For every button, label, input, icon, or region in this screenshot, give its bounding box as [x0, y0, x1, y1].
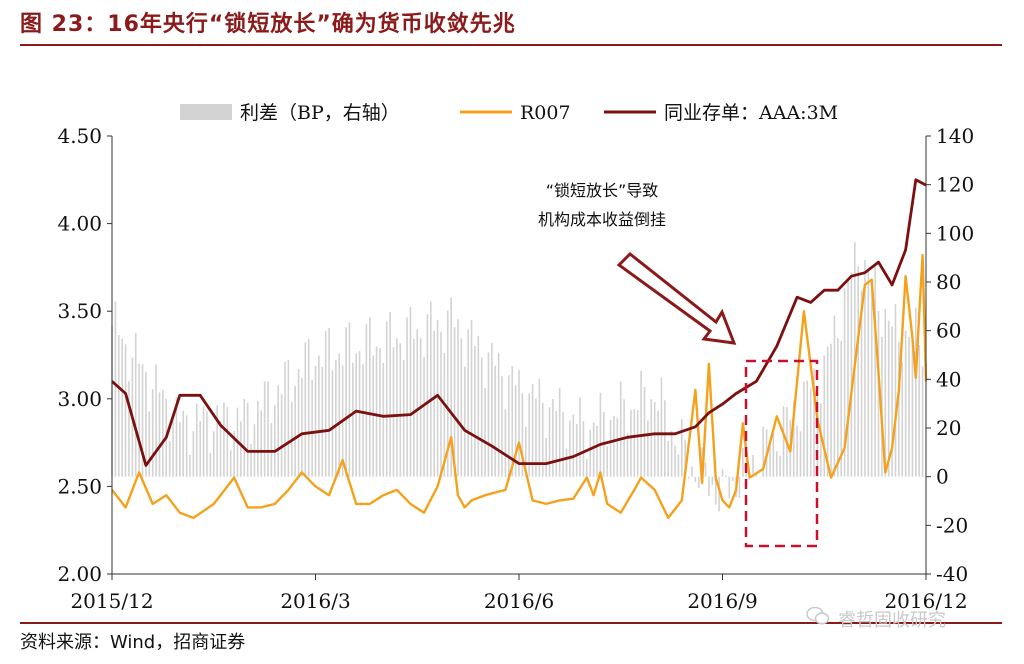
watermark: 睿哲固收研究 [838, 610, 946, 631]
legend-label: 利差（BP，右轴） [240, 102, 400, 124]
right-tick-label: 120 [936, 173, 974, 197]
ncd-line [111, 178, 927, 467]
left-tick-label: 3.00 [57, 387, 102, 411]
legend-label: R007 [520, 102, 571, 124]
legend-swatch-spread [180, 104, 232, 120]
left-tick-label: 2.00 [57, 562, 102, 586]
right-tick-label: -20 [936, 513, 968, 537]
annotation-arrow [616, 251, 737, 345]
title-divider [20, 44, 1002, 46]
x-tick-label: 2015/12 [70, 589, 153, 613]
right-tick-label: 140 [936, 124, 974, 148]
footer-divider [20, 622, 1002, 624]
right-tick-label: 60 [936, 319, 961, 343]
x-tick-label: 2016/9 [687, 589, 757, 613]
left-tick-label: 3.50 [57, 299, 102, 323]
x-tick-label: 2016/3 [280, 589, 350, 613]
legend-label: 同业存单：AAA:3M [664, 102, 838, 124]
source-note: 资料来源：Wind，招商证券 [20, 632, 246, 653]
left-tick-label: 2.50 [57, 474, 102, 498]
chart-title: 图 23：16年央行“锁短放长”确为货币收敛先兆 [20, 12, 516, 37]
x-tick-label: 2016/12 [884, 589, 967, 613]
x-tick-label: 2016/6 [484, 589, 554, 613]
r007-line [111, 253, 928, 520]
axes: 2.00 2.50 3.00 3.50 4.00 4.50 -40 -20 0 20 40 60 80 1… [57, 124, 974, 613]
right-tick-label: 80 [936, 270, 961, 294]
annotation-line-2: 机构成本收益倒挂 [538, 210, 666, 229]
right-tick-label: -40 [936, 562, 968, 586]
left-tick-label: 4.00 [57, 212, 102, 236]
right-tick-label: 20 [936, 416, 961, 440]
series-lines [111, 178, 928, 520]
annotation-line-1: “锁短放长”导致 [546, 181, 659, 200]
wechat-icon [806, 606, 830, 625]
right-tick-label: 0 [936, 465, 949, 489]
legend: 利差（BP，右轴） R007 同业存单：AAA:3M [180, 102, 838, 124]
right-tick-label: 100 [936, 221, 974, 245]
annotation: “锁短放长”导致 机构成本收益倒挂 [538, 181, 819, 548]
right-tick-label: 40 [936, 367, 961, 391]
spread-bars [111, 242, 924, 512]
highlight-box [744, 359, 819, 548]
left-tick-label: 4.50 [57, 124, 102, 148]
